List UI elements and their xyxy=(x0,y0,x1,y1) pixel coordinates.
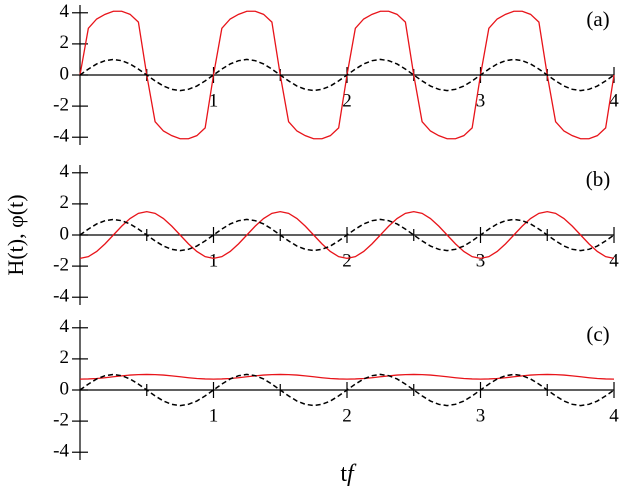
x-tick-label: 1 xyxy=(209,405,219,426)
y-tick-label: 0 xyxy=(60,378,70,399)
panel-label: (a) xyxy=(586,7,609,31)
y-tick-label: 4 xyxy=(60,161,70,182)
y-tick-label: -2 xyxy=(53,94,69,115)
dashed-line xyxy=(79,218,615,252)
red-line xyxy=(79,373,615,380)
x-tick-label: 1 xyxy=(209,90,219,111)
x-tick-label: 3 xyxy=(476,90,486,111)
x-axis-label-part: t xyxy=(340,461,347,487)
x-tick-label: 2 xyxy=(342,90,352,111)
x-tick-label: 2 xyxy=(342,250,352,271)
y-tick-label: 4 xyxy=(60,316,70,337)
y-tick-label: 0 xyxy=(60,223,70,244)
x-tick-label: 2 xyxy=(342,405,352,426)
y-axis-label: H(t), φ(t) xyxy=(3,194,28,275)
y-tick-label: -2 xyxy=(53,254,69,275)
x-axis-label-part: f xyxy=(347,461,357,487)
y-tick-label: 0 xyxy=(60,63,70,84)
x-tick-label: 4 xyxy=(609,405,619,426)
y-tick-label: -4 xyxy=(53,286,69,307)
panel-label: (b) xyxy=(586,167,611,191)
x-axis-label: tf xyxy=(340,461,357,487)
x-tick-label: 4 xyxy=(609,250,619,271)
y-tick-label: -4 xyxy=(53,126,69,147)
dashed-line xyxy=(79,373,615,407)
y-tick-label: 2 xyxy=(60,347,70,368)
y-tick-label: -2 xyxy=(53,409,69,430)
y-tick-label: 4 xyxy=(60,1,70,22)
red-line xyxy=(79,211,615,259)
x-tick-label: 4 xyxy=(609,90,619,111)
x-tick-label: 1 xyxy=(209,250,219,271)
dashed-line xyxy=(79,58,615,92)
y-tick-label: 2 xyxy=(60,192,70,213)
x-tick-label: 3 xyxy=(476,405,486,426)
y-tick-label: -4 xyxy=(53,441,69,462)
x-tick-label: 3 xyxy=(476,250,486,271)
panel-label: (c) xyxy=(586,322,609,346)
y-tick-label: 2 xyxy=(60,32,70,53)
